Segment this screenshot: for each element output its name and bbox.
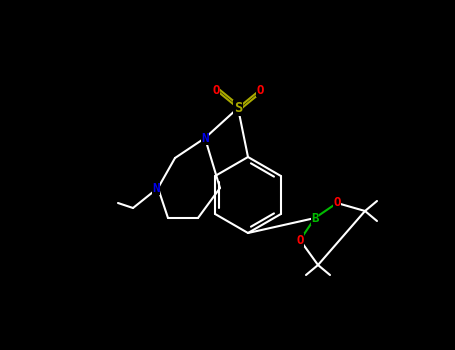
Text: O: O bbox=[333, 196, 341, 210]
Text: O: O bbox=[212, 84, 220, 97]
Text: O: O bbox=[256, 84, 264, 97]
Text: N: N bbox=[152, 182, 160, 195]
Text: N: N bbox=[201, 132, 209, 145]
Text: B: B bbox=[311, 211, 319, 224]
Text: S: S bbox=[234, 101, 242, 115]
Text: O: O bbox=[296, 233, 304, 246]
